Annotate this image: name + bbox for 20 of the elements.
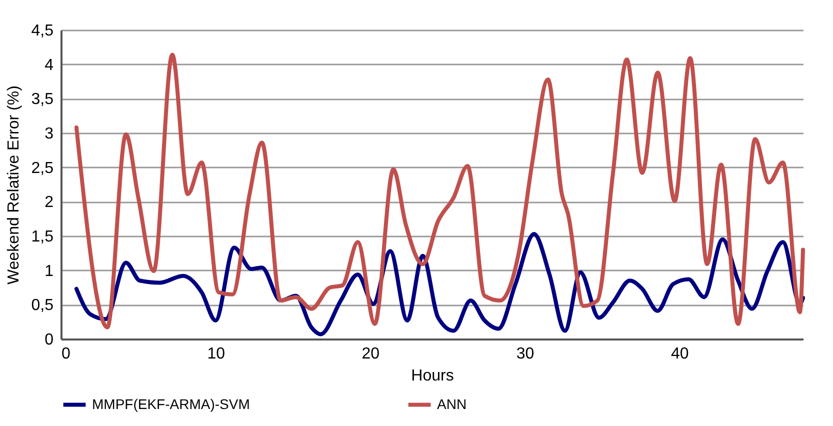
x-tick-label: 0: [62, 346, 70, 362]
y-tick-label: 3: [44, 126, 54, 142]
y-tick-label: 3,5: [31, 91, 54, 108]
y-tick-label: 1: [44, 262, 54, 280]
y-axis-title: Weekend Relative Error (%): [5, 86, 22, 284]
x-tick-label: 40: [670, 346, 689, 362]
y-tick-label: 0,5: [31, 297, 54, 314]
y-tick-label: 1,5: [31, 228, 54, 246]
y-tick-label: 4,5: [31, 22, 54, 40]
y-tick-label: 4: [44, 56, 54, 74]
line-series: [74, 52, 805, 330]
x-tick-label: 10: [207, 346, 226, 362]
x-tick-label: 30: [516, 346, 534, 362]
x-tick-label: 20: [362, 346, 380, 362]
y-tick-label: 2: [44, 194, 54, 212]
y-tick-label: 2,5: [31, 160, 54, 177]
y-tick-label: 0: [44, 332, 54, 348]
legend-label: MMPF(EKF-ARMA)-SVM: [92, 396, 250, 412]
legend-label: ANN: [437, 396, 467, 412]
x-axis-title: Hours: [411, 368, 454, 384]
